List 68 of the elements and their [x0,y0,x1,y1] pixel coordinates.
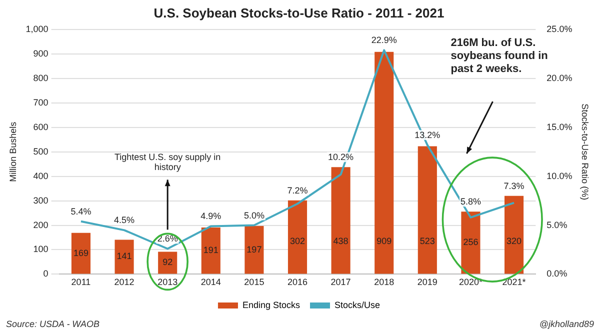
data-label: 5.4% [70,206,92,216]
bar [461,212,480,274]
data-label: 4.9% [200,211,222,222]
y-tick-label: 0 [43,268,48,279]
bar [201,227,220,274]
y-tick-label: 600 [33,122,48,132]
y2-tick-label: 10.0% [546,170,572,181]
bar [331,167,350,274]
bar [114,240,134,274]
data-label: 4.5% [114,215,135,226]
x-tick-label: 2018 [374,277,394,288]
data-label: 5.0% [244,210,264,220]
annotation: Tightest U.S. soy supply in history [113,152,222,174]
source-note: Source: USDA - WAOB [6,319,100,329]
x-tick-label: 2013 [158,277,178,288]
y2-tick-label: 20.0% [546,73,572,84]
y2-tick-label: 25.0% [546,24,572,34]
y-tick-label: 100 [33,244,48,254]
y-tick-label: 800 [33,73,48,84]
x-tick-label: 2016 [287,277,308,288]
bar [244,226,264,274]
data-label: 909 [376,236,392,246]
bar [504,196,524,274]
x-tick-label: 2011 [71,277,91,288]
data-label: 523 [420,236,435,246]
data-label: 191 [203,245,218,256]
data-label: 13.2% [414,130,440,140]
y-tick-label: 700 [33,97,48,108]
x-tick-label: 2020* [458,277,483,288]
x-tick-label: 2015 [244,277,264,288]
bar [158,252,178,274]
data-label: 302 [290,236,306,246]
x-tick-label: 2012 [114,277,134,288]
y-tick-label: 900 [33,48,48,59]
data-label: 256 [463,237,478,248]
data-label: 7.3% [504,180,524,191]
y-tick-label: 300 [33,195,48,206]
data-label: 7.2% [287,185,308,196]
data-label: 5.8% [460,196,481,207]
data-label: 92 [162,257,173,268]
y2-tick-label: 0.0% [546,268,568,279]
y-axis-title: Million Bushels [8,121,18,182]
y-tick-label: 1,000 [26,24,48,34]
annotation: 216M bu. of U.S. soybeans found in past 2 weeks. [450,36,548,75]
y2-tick-label: 15.0% [546,122,572,132]
x-tick-label: 2014 [200,277,221,288]
text: @jkholland89 [539,319,594,329]
x-tick-label: 2017 [330,277,351,288]
data-label: 22.9% [371,35,397,46]
data-label: 169 [73,248,88,258]
legend-label: Ending Stocks [242,300,301,310]
bar [374,52,394,274]
data-label: 141 [116,251,132,262]
data-label: 320 [506,236,522,246]
x-tick-label: 2019 [417,277,438,288]
data-label: 197 [246,244,262,254]
bar [71,232,90,274]
y-tick-label: 200 [33,220,48,230]
chart-title: U.S. Soybean Stocks-to-Use Ratio - 2011 - 2021 [154,5,444,20]
data-label: 438 [333,236,348,246]
bar [418,146,437,274]
y2-tick-label: 5.0% [546,220,568,230]
legend-label: Stocks/Use [334,300,380,310]
data-label: 10.2% [328,152,354,162]
y-tick-label: 400 [33,170,48,181]
y-tick-label: 500 [33,146,48,156]
y2-axis-title: Stocks-to-Use Ratio (%) [580,104,590,200]
bar [288,200,308,274]
